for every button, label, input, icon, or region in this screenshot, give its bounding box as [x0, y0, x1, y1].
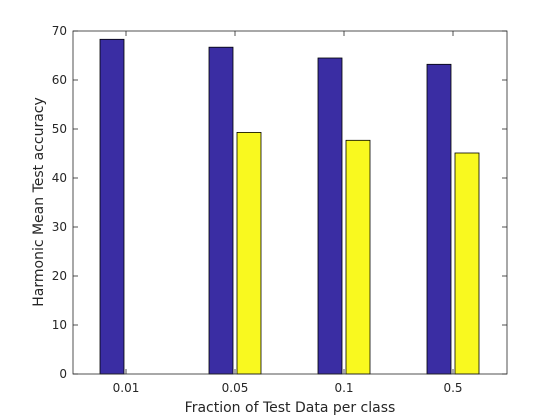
- x-axis-label: Fraction of Test Data per class: [185, 400, 396, 416]
- bar-series-1-0.1: [317, 57, 343, 375]
- y-tick-label: 60: [52, 73, 67, 87]
- axes-group: [72, 30, 508, 375]
- y-tick-label: 0: [59, 367, 67, 381]
- x-tick-label: 0.5: [443, 381, 462, 395]
- x-tick-label: 0.01: [113, 381, 140, 395]
- bar-series-1-0.01: [99, 38, 125, 375]
- y-ticks-group: 0 10 20 30 40 50 60 70: [52, 24, 507, 381]
- y-tick-label: 30: [52, 220, 67, 234]
- y-tick-label: 40: [52, 171, 67, 185]
- y-tick-label: 70: [52, 24, 67, 38]
- y-tick-label: 20: [52, 269, 67, 283]
- x-ticks-group: 0.01 0.05 0.1 0.5: [113, 31, 463, 395]
- bar-series-2-0.5: [454, 152, 480, 375]
- bar-series-1-0.5: [426, 63, 452, 375]
- x-tick-label: 0.1: [334, 381, 353, 395]
- bar-series-2-0.05: [236, 131, 262, 375]
- axes-frame: [72, 30, 508, 375]
- y-tick-label: 10: [52, 318, 67, 332]
- y-axis-label: Harmonic Mean Test accuracy: [31, 97, 47, 307]
- bars-group: [99, 38, 480, 375]
- y-tick-label: 50: [52, 122, 67, 136]
- x-tick-label: 0.05: [222, 381, 249, 395]
- bar-series-1-0.05: [208, 46, 234, 375]
- bar-series-2-0.1: [345, 139, 371, 375]
